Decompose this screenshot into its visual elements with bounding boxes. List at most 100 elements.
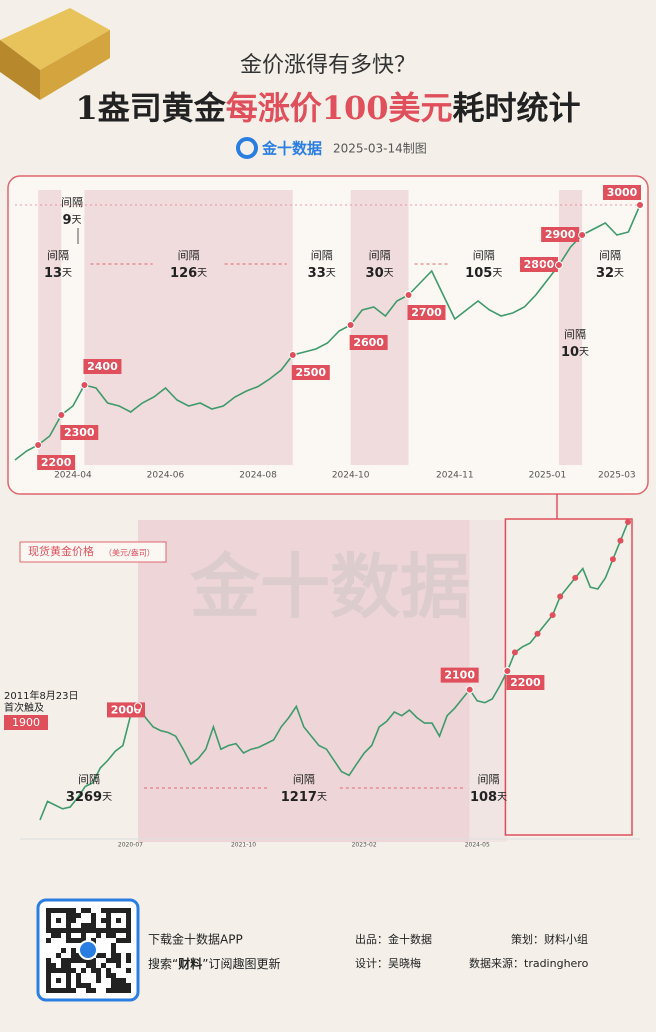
qr-cell (71, 908, 76, 913)
qr-cell (126, 938, 131, 943)
milestone-dot (288, 351, 297, 359)
qr-cell (61, 958, 66, 963)
interval-days: 3269 (66, 790, 102, 805)
milestone-label: 2200 (41, 456, 72, 469)
first-touch-date: 2011年8月23日 (4, 689, 79, 702)
qr-cell (81, 933, 86, 938)
qr-cell (56, 978, 61, 983)
qr-cell (101, 953, 106, 958)
qr-cell (111, 983, 116, 988)
interval-label: 间隔 (478, 773, 500, 786)
price-line (14, 204, 641, 461)
qr-cell (121, 908, 126, 913)
qr-cell (91, 958, 96, 963)
qr-cell (126, 958, 131, 963)
qr-cell (121, 983, 126, 988)
qr-cell (76, 973, 81, 978)
milestone-dot (34, 441, 43, 449)
interval-label: 间隔 (369, 249, 391, 262)
search: 搜索“财料”订阅趣图更新 (148, 956, 280, 971)
milestone-label: 3000 (607, 186, 638, 199)
date: 2025-03-14制图 (333, 142, 427, 156)
interval-unit: 天 (326, 268, 336, 279)
qr-cell (46, 908, 51, 913)
qr-cell (96, 953, 101, 958)
qr-cell (46, 973, 51, 978)
qr-cell (86, 963, 91, 968)
qr-cell (46, 978, 51, 983)
qr-cell (66, 923, 71, 928)
interval-days: 33 (308, 266, 326, 281)
qr-cell (116, 958, 121, 963)
milestone-label: 2100 (444, 669, 475, 682)
milestone-box (349, 335, 388, 350)
qr-cell (76, 958, 81, 963)
qr-cell (56, 928, 61, 933)
producer: 出品：金十数据 (355, 932, 432, 946)
qr-cell (106, 908, 111, 913)
qr-cell (46, 958, 51, 963)
qr-cell (66, 928, 71, 933)
qr-cell (111, 978, 116, 983)
qr-cell (126, 908, 131, 913)
qr-cell (46, 938, 51, 943)
qr-cell (111, 973, 116, 978)
title-part: 每涨价100美元 (226, 89, 453, 127)
milestone-box (541, 227, 580, 242)
qr-cell (86, 908, 91, 913)
qr-cell (71, 938, 76, 943)
watermark: 金十数据 (189, 546, 470, 628)
interval-unit: 天 (492, 268, 502, 279)
interval-label: 间隔 (61, 196, 83, 209)
qr-cell (71, 988, 76, 993)
x-tick-label: 2024-10 (332, 471, 370, 481)
milestone-dot (625, 519, 631, 525)
qr-cell (106, 988, 111, 993)
qr-cell (56, 953, 61, 958)
milestone-dot (578, 231, 587, 239)
qr-cell (106, 958, 111, 963)
interval-unit: 天 (579, 347, 589, 358)
interval-label: 间隔 (564, 328, 586, 341)
milestone-dot (503, 667, 512, 675)
qr-cell (86, 928, 91, 933)
x-tick-label: 2024-11 (436, 471, 474, 481)
qr-cell (46, 918, 51, 923)
interval-days: 13天 (44, 266, 72, 281)
qr-cell (106, 968, 111, 973)
milestone-dot (57, 411, 66, 419)
interval-days: 33天 (308, 266, 336, 281)
x-tick-label: 2025-03 (598, 471, 636, 481)
subtitle: 金价涨得有多快？ (240, 53, 416, 78)
qr-cell (121, 928, 126, 933)
qr-code (36, 898, 140, 1002)
title: 1盎司黄金每涨价100美元耗时统计 (75, 89, 580, 127)
interval-days: 9 (62, 213, 71, 228)
interval-unit: 天 (72, 215, 82, 226)
milestone-dot (511, 649, 518, 656)
qr-cell (51, 988, 56, 993)
interval-unit: 天 (317, 792, 327, 803)
qr-cell (111, 988, 116, 993)
legend-box (19, 541, 167, 563)
qr-cell (66, 933, 71, 938)
interval-label: 间隔 (47, 249, 69, 262)
interval-days: 32 (596, 266, 614, 281)
qr-cell (106, 973, 111, 978)
qr-cell (121, 988, 126, 993)
interval-days: 30 (366, 266, 384, 281)
qr-cell (51, 928, 56, 933)
interval-label: 间隔 (293, 773, 315, 786)
qr-cell (66, 938, 71, 943)
qr-cell (126, 968, 131, 973)
milestone-dot (572, 574, 579, 581)
qr-cell (86, 958, 91, 963)
download: 下载金十数据APP (148, 932, 243, 947)
x-tick-label: 2025-01 (529, 471, 567, 481)
interval-label: 间隔 (178, 249, 200, 262)
interval-days: 10天 (561, 345, 589, 360)
qr-cell (56, 968, 61, 973)
milestone-dot (557, 593, 564, 600)
qr-cell (66, 978, 71, 983)
milestone-dot (549, 612, 556, 619)
